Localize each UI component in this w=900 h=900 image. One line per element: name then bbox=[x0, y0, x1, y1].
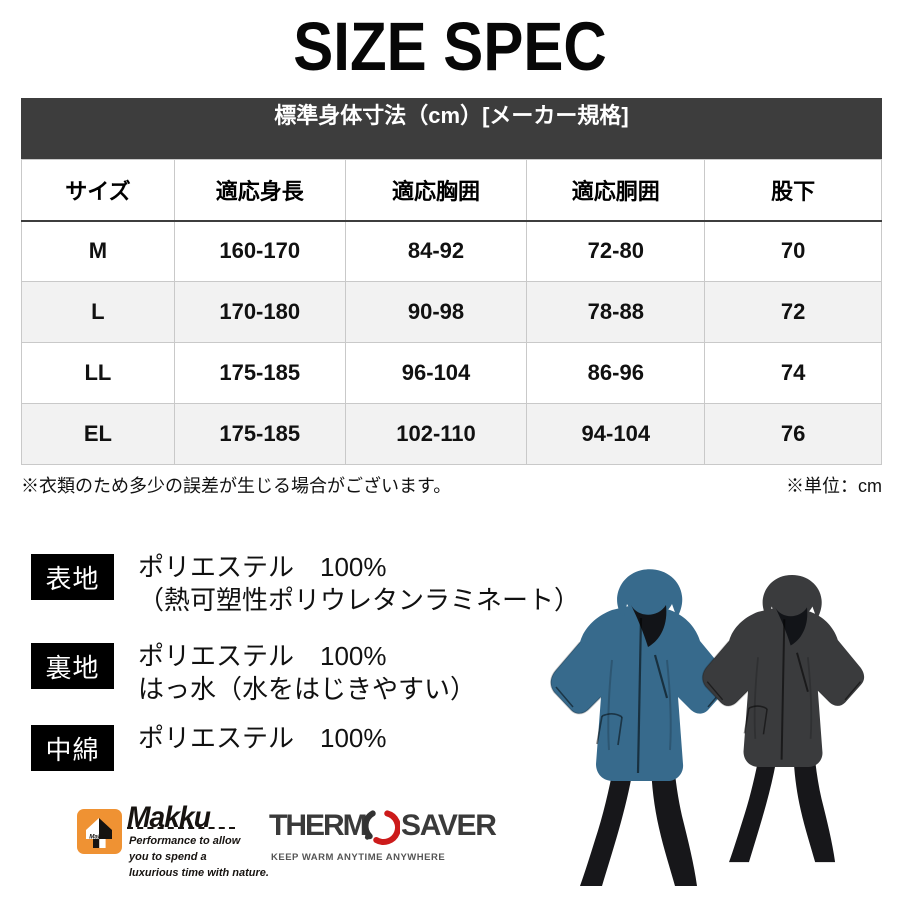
svg-text:Makku: Makku bbox=[89, 834, 109, 841]
